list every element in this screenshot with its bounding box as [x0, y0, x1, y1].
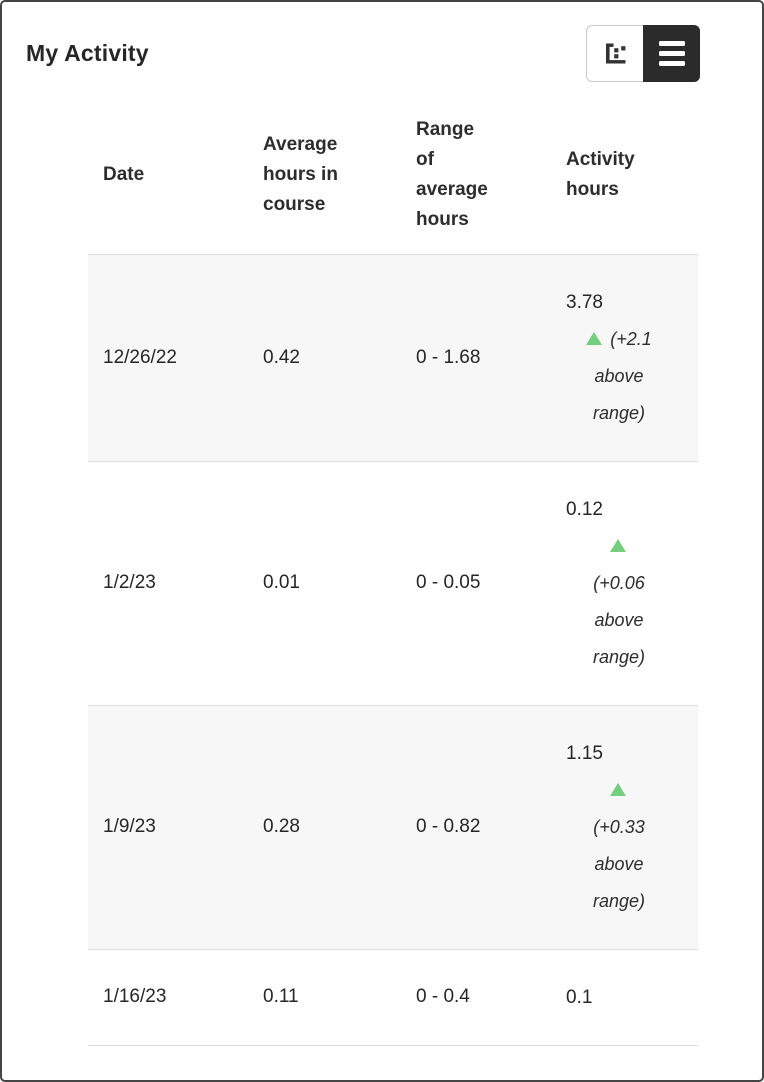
activity-hours-cell: 0.12 (+0.06 above range) — [551, 461, 698, 705]
page-title: My Activity — [26, 39, 149, 66]
panel-header: My Activity — [26, 24, 700, 82]
activity-value: 0.12 — [566, 498, 603, 520]
above-range-note: (+2.1 above range) — [584, 321, 654, 432]
average-hours-cell: 0.28 — [263, 816, 300, 837]
above-range-text: (+2.1 above range) — [592, 328, 652, 423]
header-range: Range of average hours — [416, 118, 488, 230]
average-hours-cell: 0.11 — [263, 986, 299, 1007]
activity-table: Date Average hours in course Range of av… — [88, 96, 698, 1046]
range-cell: 0 - 0.82 — [416, 816, 481, 837]
range-cell: 0 - 0.4 — [416, 986, 470, 1007]
table-row: 1/2/23 0.01 0 - 0.05 0.12 (+0.06 above rang… — [88, 461, 698, 705]
table-row: 12/26/22 0.42 0 - 1.68 3.78 (+2.1 above ran… — [88, 254, 698, 461]
table-view-button[interactable] — [643, 24, 700, 82]
above-range-note: (+0.06 above range) — [584, 528, 654, 676]
date-cell: 1/2/23 — [103, 572, 156, 593]
activity-value: 3.78 — [566, 291, 603, 313]
trend-up-icon — [586, 331, 603, 345]
chart-view-button[interactable] — [586, 24, 643, 82]
table-row: 1/9/23 0.28 0 - 0.82 1.15 (+0.33 above rang… — [88, 705, 698, 949]
above-range-note: (+0.33 above range) — [584, 772, 654, 920]
activity-value: 1.15 — [566, 742, 603, 764]
table-row: 1/16/23 0.11 0 - 0.4 0.1 — [88, 949, 698, 1045]
view-toggle — [586, 24, 700, 82]
scatter-chart-icon — [602, 40, 629, 67]
average-hours-cell: 0.01 — [263, 572, 300, 593]
activity-hours-cell: 3.78 (+2.1 above range) — [551, 254, 698, 461]
above-range-text: (+0.06 above range) — [592, 572, 646, 667]
average-hours-cell: 0.42 — [263, 346, 300, 368]
activity-value: 0.1 — [566, 986, 593, 1008]
range-cell: 0 - 0.05 — [416, 572, 481, 593]
activity-hours-cell: 1.15 (+0.33 above range) — [551, 705, 698, 949]
header-average-hours: Average hours in course — [263, 133, 338, 215]
header-date: Date — [103, 163, 145, 185]
activity-hours-cell: 0.1 — [551, 949, 698, 1045]
header-activity-hours: Activity hours — [566, 148, 635, 200]
range-cell: 0 - 1.68 — [416, 346, 481, 368]
date-cell: 1/16/23 — [103, 986, 167, 1007]
above-range-text: (+0.33 above range) — [592, 816, 646, 911]
trend-up-icon — [609, 538, 626, 552]
list-icon — [658, 40, 685, 66]
table-header: Date Average hours in course Range of av… — [88, 96, 698, 254]
date-cell: 1/9/23 — [103, 816, 156, 837]
trend-up-icon — [609, 782, 626, 796]
activity-table-body: 12/26/22 0.42 0 - 1.68 3.78 (+2.1 above ran… — [88, 254, 698, 1045]
date-cell: 12/26/22 — [103, 346, 177, 368]
